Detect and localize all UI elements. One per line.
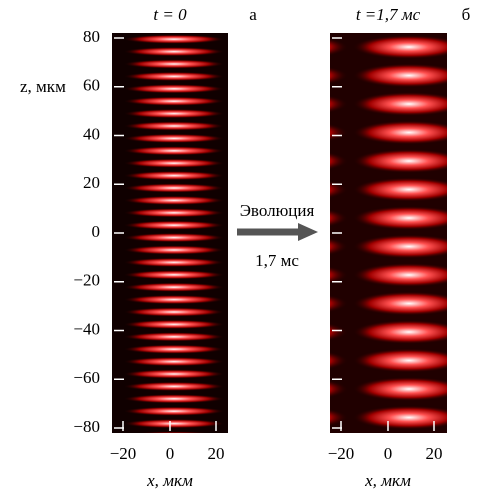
x-tick-label: 0 (166, 444, 175, 463)
x-tick-label: 0 (384, 444, 393, 463)
image-panel-a (112, 33, 228, 433)
x-axis-label-a: x, мкм (146, 471, 193, 490)
arrow-bottom-label: 1,7 мс (255, 251, 299, 270)
panel-b-label: б (462, 5, 471, 24)
panel-b-title: t =1,7 мс (356, 5, 421, 24)
y-tick-label: 40 (83, 124, 100, 143)
x-tick-label: 20 (208, 444, 225, 463)
y-tick-label: −40 (73, 319, 100, 338)
y-tick-label: −20 (73, 271, 100, 290)
arrow-head (298, 223, 318, 241)
x-tick-label: 20 (426, 444, 443, 463)
y-tick-label: −80 (73, 417, 100, 436)
y-tick-label: 80 (83, 27, 100, 46)
y-tick-label: 0 (92, 222, 101, 241)
panel-a-title: t = 0 (153, 5, 187, 24)
y-tick-label: 20 (83, 173, 100, 192)
x-axis-label-b: x, мкм (364, 471, 411, 490)
y-tick-label: 60 (83, 76, 100, 95)
x-tick-label: −20 (328, 444, 355, 463)
panel-a-label: а (249, 5, 257, 24)
x-tick-label: −20 (110, 444, 137, 463)
image-panel-b (330, 33, 447, 433)
y-axis-label: z, мкм (20, 77, 66, 96)
arrow-top-label: Эволюция (240, 201, 315, 220)
y-tick-label: −60 (73, 368, 100, 387)
